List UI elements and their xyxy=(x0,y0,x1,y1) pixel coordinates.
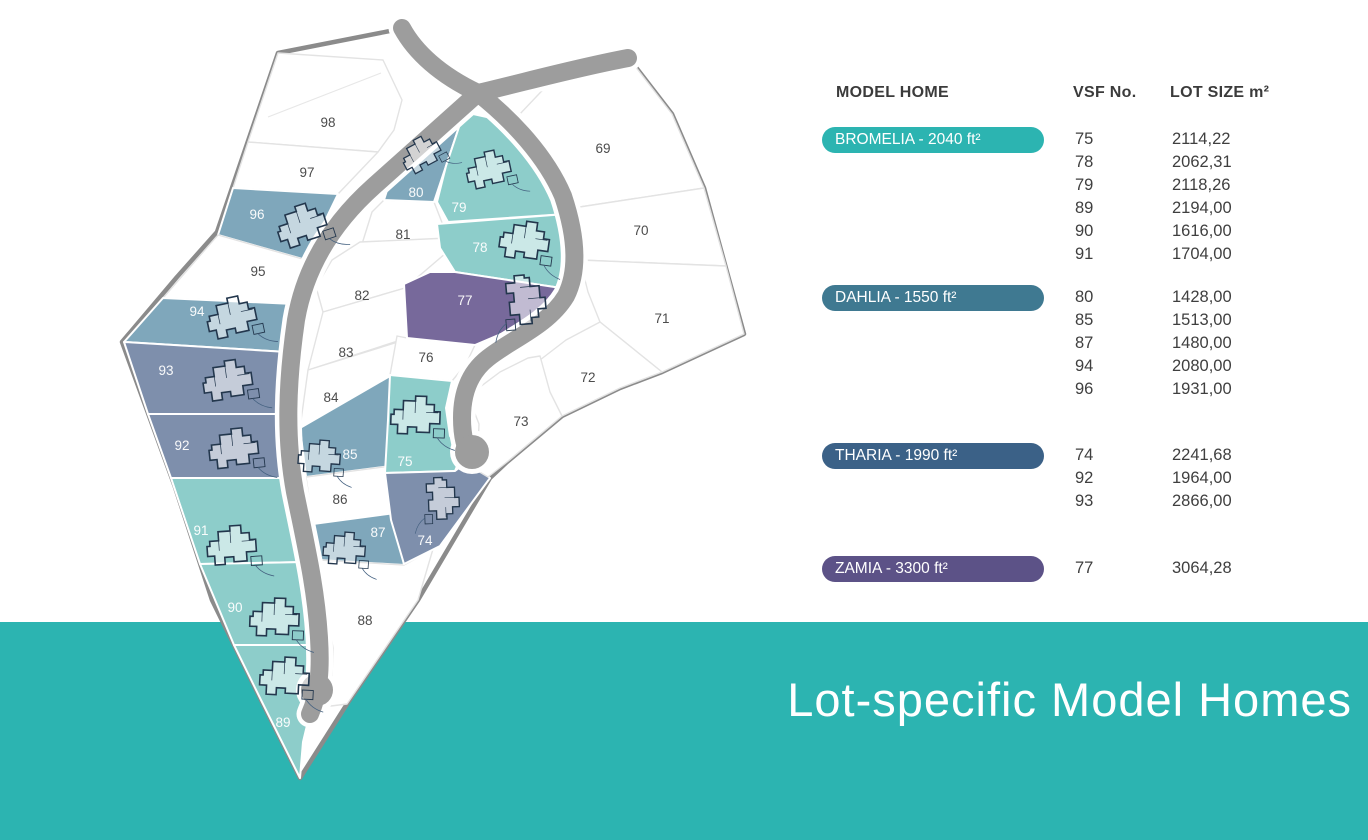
lot-size-value: 1704,00 xyxy=(1172,245,1232,263)
lot-size-value: 1428,00 xyxy=(1172,288,1232,306)
badge-dahlia: DAHLIA - 1550 ft² xyxy=(822,285,1044,311)
lot-label-85: 85 xyxy=(342,447,357,462)
lot-size-value: 2866,00 xyxy=(1172,492,1232,510)
vsf-value: 96 xyxy=(1075,380,1094,398)
vsf-value: 87 xyxy=(1075,334,1094,352)
lot-label-96: 96 xyxy=(249,207,264,222)
lot-label-82: 82 xyxy=(354,288,369,303)
lot-size-value: 1616,00 xyxy=(1172,222,1232,240)
lot-label-74: 74 xyxy=(417,533,433,548)
lot-label-83: 83 xyxy=(338,345,353,360)
lot-label-75: 75 xyxy=(397,454,412,469)
lot-label-70: 70 xyxy=(633,223,648,238)
lot-label-95: 95 xyxy=(250,264,265,279)
lot-size-value: 3064,28 xyxy=(1172,559,1232,577)
lot-label-91: 91 xyxy=(193,523,208,538)
vsf-value: 77 xyxy=(1075,559,1094,577)
road-east-branch xyxy=(452,84,584,466)
vsf-value: 94 xyxy=(1075,357,1094,375)
lot-size-value: 1480,00 xyxy=(1172,334,1232,352)
lot-labels-layer: 69 70 71 72 73 74 75 76 77 78 79 80 81 8… xyxy=(158,115,669,730)
vsf-value: 89 xyxy=(1075,199,1094,217)
vsf-value: 90 xyxy=(1075,222,1094,240)
lot-label-69: 69 xyxy=(595,141,610,156)
lot-label-78: 78 xyxy=(472,240,487,255)
lot-label-93: 93 xyxy=(158,363,173,378)
lot-label-72: 72 xyxy=(580,370,595,385)
vsf-value: 74 xyxy=(1075,446,1094,464)
vsf-value: 93 xyxy=(1075,492,1094,510)
culdesac-east xyxy=(455,435,489,469)
lot-size-value: 1513,00 xyxy=(1172,311,1232,329)
lot-label-88: 88 xyxy=(357,613,372,628)
lot-label-92: 92 xyxy=(174,438,189,453)
lot-label-87: 87 xyxy=(370,525,385,540)
bottom-banner: Lot-specific Model Homes xyxy=(0,622,1368,840)
lot-label-71: 71 xyxy=(654,311,669,326)
lot-label-89: 89 xyxy=(275,715,290,730)
road-west-branch xyxy=(279,84,487,723)
lot-size-value: 1964,00 xyxy=(1172,469,1232,487)
road-ne-branch xyxy=(469,49,637,102)
vsf-value: 85 xyxy=(1075,311,1094,329)
lot-label-80: 80 xyxy=(408,185,423,200)
lot-label-84: 84 xyxy=(323,390,339,405)
lot-98-subline xyxy=(267,72,382,118)
vsf-value: 75 xyxy=(1075,130,1094,148)
column-header-model-home: MODEL HOME xyxy=(836,84,949,101)
lot-size-value: 2194,00 xyxy=(1172,199,1232,217)
vsf-value: 78 xyxy=(1075,153,1094,171)
vsf-value: 92 xyxy=(1075,469,1094,487)
roads-layer xyxy=(279,19,637,723)
road-entry xyxy=(393,19,487,102)
column-header-lot-size: LOT SIZE m² xyxy=(1170,84,1270,101)
lot-label-73: 73 xyxy=(513,414,528,429)
lot-size-value: 2118,26 xyxy=(1172,176,1231,194)
vsf-value: 79 xyxy=(1075,176,1094,194)
lot-size-value: 1931,00 xyxy=(1172,380,1232,398)
lot-label-98: 98 xyxy=(320,115,335,130)
lot-size-value: 2114,22 xyxy=(1172,130,1231,148)
lot-label-81: 81 xyxy=(395,227,410,242)
lot-size-value: 2080,00 xyxy=(1172,357,1232,375)
site-plan-map: 69 70 71 72 73 74 75 76 77 78 79 80 81 8… xyxy=(119,19,747,781)
badge-bromelia: BROMELIA - 2040 ft² xyxy=(822,127,1044,153)
lot-label-90: 90 xyxy=(227,600,242,615)
lot-label-79: 79 xyxy=(451,200,466,215)
lot-label-86: 86 xyxy=(332,492,347,507)
lot-label-76: 76 xyxy=(418,350,433,365)
lot-label-77: 77 xyxy=(457,293,472,308)
lot-size-value: 2062,31 xyxy=(1172,153,1232,171)
column-header-vsf-no: VSF No. xyxy=(1073,84,1137,101)
badge-zamia: ZAMIA - 3300 ft² xyxy=(822,556,1044,582)
badge-tharia: THARIA - 1990 ft² xyxy=(822,443,1044,469)
vsf-value: 80 xyxy=(1075,288,1094,306)
page-title: Lot-specific Model Homes xyxy=(787,673,1352,726)
lot-size-value: 2241,68 xyxy=(1172,446,1232,464)
lot-label-97: 97 xyxy=(299,165,314,180)
lot-label-94: 94 xyxy=(189,304,205,319)
vsf-value: 91 xyxy=(1075,245,1094,263)
